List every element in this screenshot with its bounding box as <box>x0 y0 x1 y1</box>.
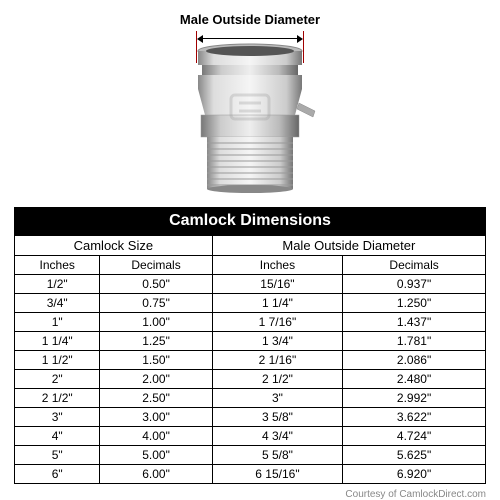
table-cell: 3/4" <box>15 294 100 313</box>
table-body: 1/2"0.50"15/16"0.937"3/4"0.75"1 1/4"1.25… <box>15 275 486 484</box>
table-cell: 5 5/8" <box>212 446 342 465</box>
table-cell: 4.724" <box>343 427 486 446</box>
table-row: 1 1/2"1.50"2 1/16"2.086" <box>15 351 486 370</box>
table-cell: 2" <box>15 370 100 389</box>
col-inches-1: Inches <box>15 256 100 275</box>
table-title: Camlock Dimensions <box>14 207 486 235</box>
table-row: 2 1/2"2.50"3"2.992" <box>15 389 486 408</box>
table-cell: 5.625" <box>343 446 486 465</box>
dimensions-table-wrap: Camlock Dimensions Camlock Size Male Out… <box>14 207 486 484</box>
table-cell: 0.937" <box>343 275 486 294</box>
table-cell: 2.086" <box>343 351 486 370</box>
table-row: 1/2"0.50"15/16"0.937" <box>15 275 486 294</box>
table-row: 3/4"0.75"1 1/4"1.250" <box>15 294 486 313</box>
table-cell: 1 1/4" <box>15 332 100 351</box>
table-cell: 4 3/4" <box>212 427 342 446</box>
table-cell: 1.781" <box>343 332 486 351</box>
table-cell: 1.00" <box>100 313 212 332</box>
table-row: 1 1/4"1.25"1 3/4"1.781" <box>15 332 486 351</box>
table-cell: 2.00" <box>100 370 212 389</box>
table-cell: 0.50" <box>100 275 212 294</box>
camlock-fitting-illustration <box>175 43 325 193</box>
table-cell: 4.00" <box>100 427 212 446</box>
table-cell: 5.00" <box>100 446 212 465</box>
table-cell: 2.480" <box>343 370 486 389</box>
table-cell: 6.920" <box>343 465 486 484</box>
table-cell: 1.437" <box>343 313 486 332</box>
table-cell: 3 5/8" <box>212 408 342 427</box>
sub-header-row: Inches Decimals Inches Decimals <box>15 256 486 275</box>
table-cell: 0.75" <box>100 294 212 313</box>
table-row: 4"4.00"4 3/4"4.724" <box>15 427 486 446</box>
table-cell: 2 1/2" <box>212 370 342 389</box>
table-cell: 6.00" <box>100 465 212 484</box>
col-decimals-2: Decimals <box>343 256 486 275</box>
table-cell: 2 1/16" <box>212 351 342 370</box>
table-row: 2"2.00"2 1/2"2.480" <box>15 370 486 389</box>
group-header-male-od: Male Outside Diameter <box>212 236 485 256</box>
table-row: 6"6.00"6 15/16"6.920" <box>15 465 486 484</box>
table-row: 1"1.00"1 7/16"1.437" <box>15 313 486 332</box>
table-cell: 5" <box>15 446 100 465</box>
table-cell: 1.25" <box>100 332 212 351</box>
table-cell: 1" <box>15 313 100 332</box>
table-cell: 1.250" <box>343 294 486 313</box>
table-cell: 3.00" <box>100 408 212 427</box>
table-cell: 2 1/2" <box>15 389 100 408</box>
table-cell: 6 15/16" <box>212 465 342 484</box>
table-cell: 1 1/2" <box>15 351 100 370</box>
dimensions-table: Camlock Size Male Outside Diameter Inche… <box>14 235 486 484</box>
table-cell: 15/16" <box>212 275 342 294</box>
table-cell: 1 1/4" <box>212 294 342 313</box>
table-cell: 6" <box>15 465 100 484</box>
table-cell: 3" <box>212 389 342 408</box>
group-header-camlock-size: Camlock Size <box>15 236 213 256</box>
table-cell: 1/2" <box>15 275 100 294</box>
diagram-area: Male Outside Diameter <box>0 0 500 205</box>
col-decimals-1: Decimals <box>100 256 212 275</box>
table-cell: 1 3/4" <box>212 332 342 351</box>
table-cell: 2.50" <box>100 389 212 408</box>
table-row: 5"5.00"5 5/8"5.625" <box>15 446 486 465</box>
table-row: 3"3.00"3 5/8"3.622" <box>15 408 486 427</box>
table-cell: 2.992" <box>343 389 486 408</box>
col-inches-2: Inches <box>212 256 342 275</box>
credit-line: Courtesy of CamlockDirect.com <box>14 489 486 500</box>
table-cell: 3.622" <box>343 408 486 427</box>
table-cell: 3" <box>15 408 100 427</box>
group-header-row: Camlock Size Male Outside Diameter <box>15 236 486 256</box>
table-cell: 4" <box>15 427 100 446</box>
table-cell: 1.50" <box>100 351 212 370</box>
diagram-label: Male Outside Diameter <box>180 12 320 27</box>
table-cell: 1 7/16" <box>212 313 342 332</box>
